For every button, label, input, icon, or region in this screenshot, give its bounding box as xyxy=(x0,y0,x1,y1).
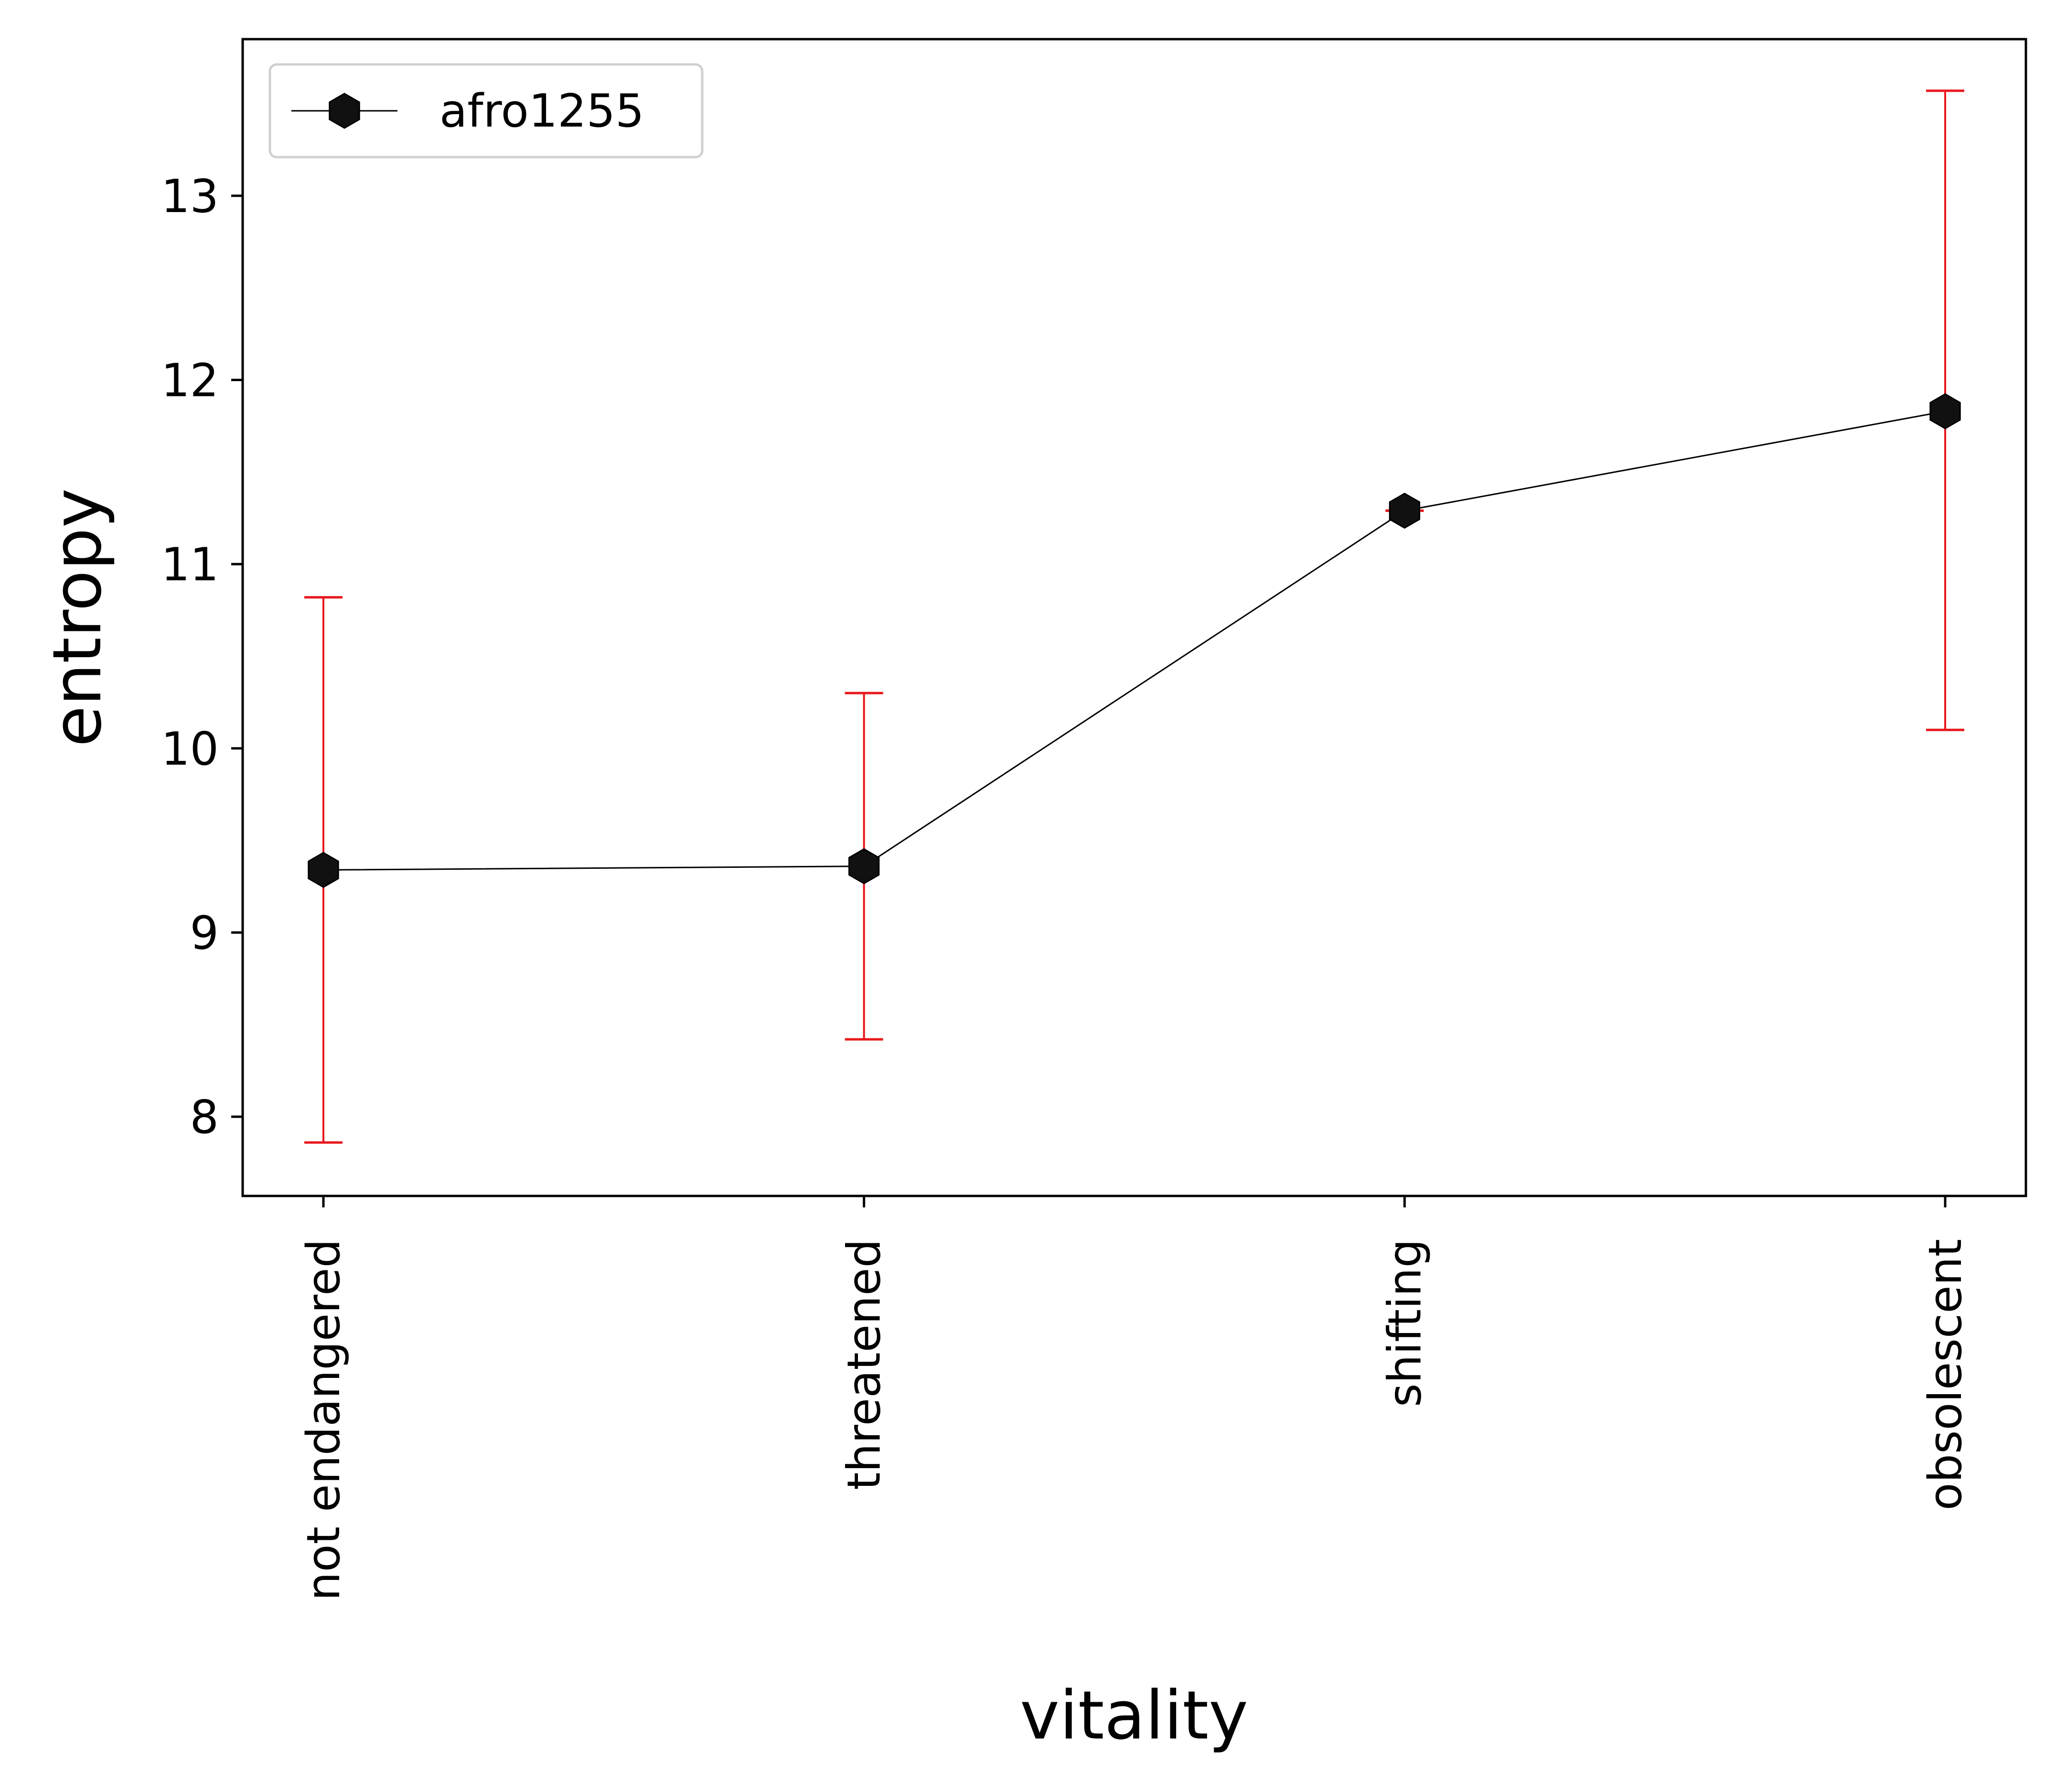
series-line xyxy=(323,410,1946,871)
legend: afro1255 xyxy=(268,63,704,159)
y-tick-label: 10 xyxy=(161,723,219,776)
y-tick-label: 8 xyxy=(190,1091,219,1144)
y-axis-title: entropy xyxy=(39,488,117,747)
legend-label: afro1255 xyxy=(439,85,644,138)
plot-marks xyxy=(304,89,1964,1144)
y-tick-label: 13 xyxy=(161,171,219,223)
y-tick-label: 9 xyxy=(190,907,219,960)
data-point xyxy=(848,848,880,885)
x-tick-label: obsolescent xyxy=(1919,1239,1972,1511)
x-tick-label: shifting xyxy=(1379,1239,1431,1407)
data-point xyxy=(308,852,339,888)
data-point xyxy=(1929,393,1961,429)
x-axis-title: vitality xyxy=(1020,1677,1248,1755)
y-tick-label: 12 xyxy=(161,354,219,407)
x-tick-label: threatened xyxy=(838,1239,891,1490)
legend-box xyxy=(268,63,704,159)
axes: 8 9 10 11 12 13 not endangered threatened shifti… xyxy=(161,171,1972,1601)
plot-frame xyxy=(241,38,2027,1197)
y-tick-label: 11 xyxy=(161,539,219,591)
x-tick-label: not endangered xyxy=(298,1239,350,1601)
data-point xyxy=(1389,492,1420,529)
legend-marker xyxy=(329,93,360,129)
